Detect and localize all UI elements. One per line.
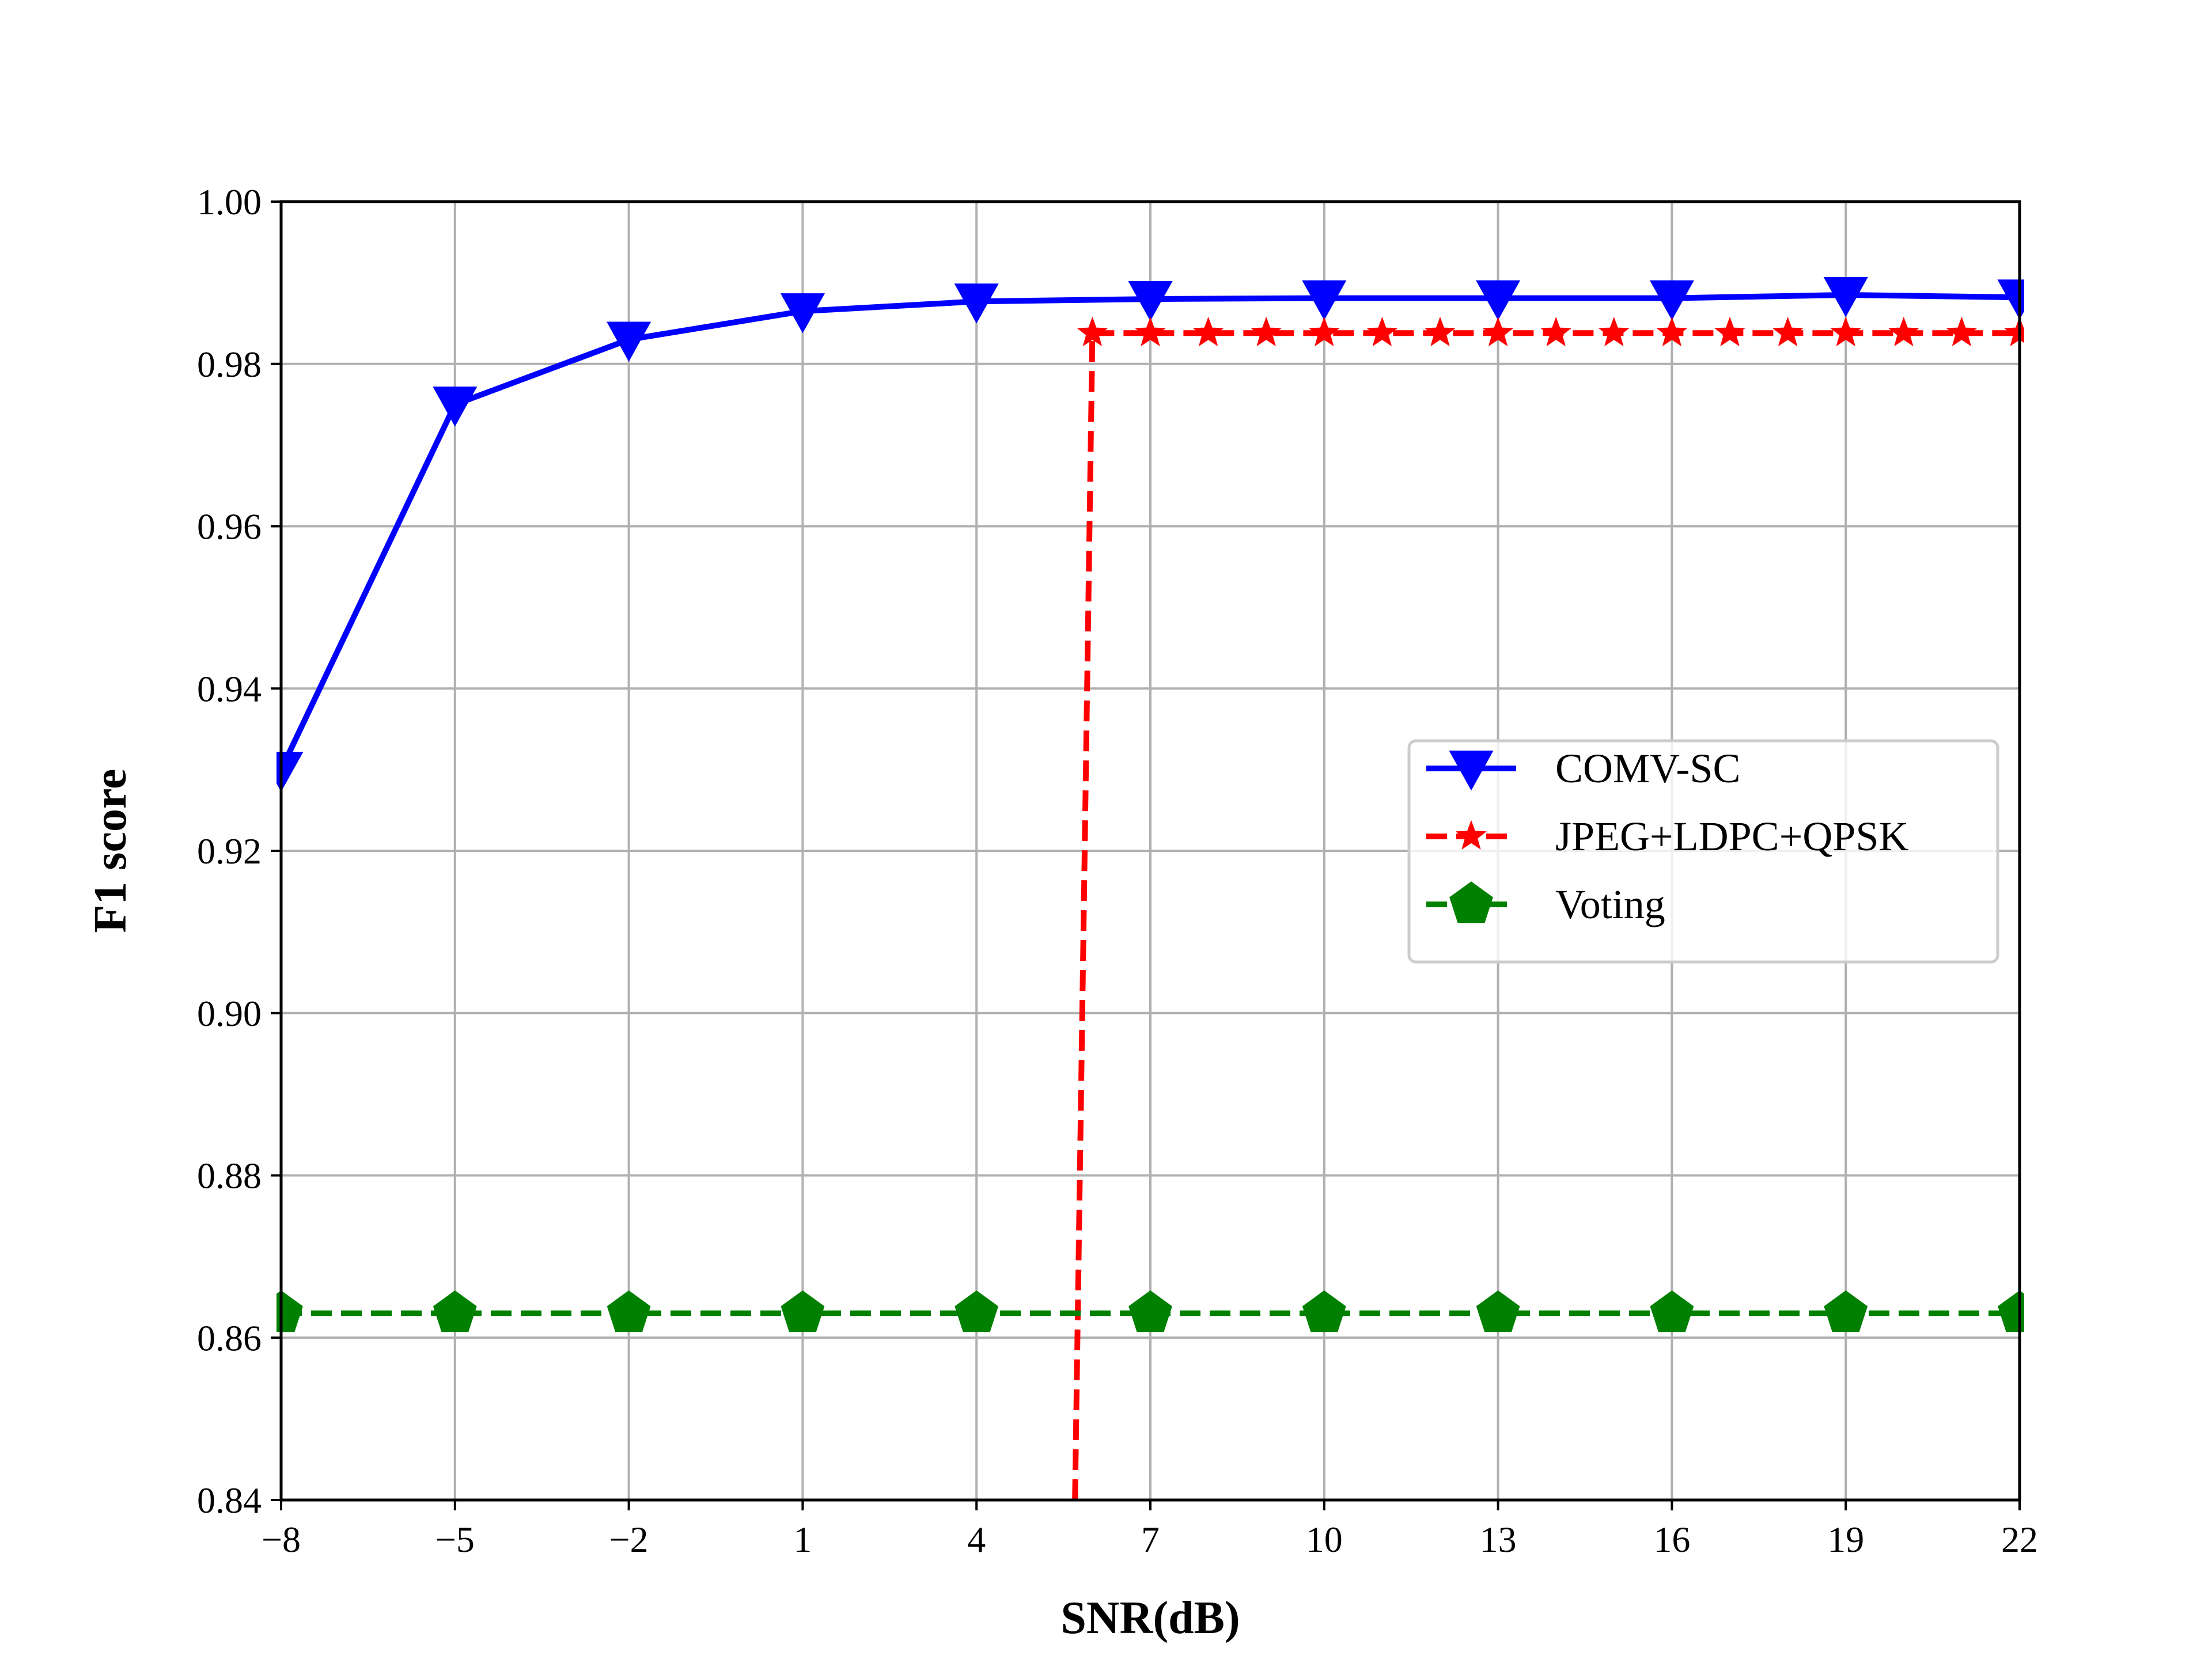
y-tick-label: 0.94: [197, 668, 262, 709]
data-point-marker: [607, 321, 652, 362]
y-tick-label: 0.96: [197, 506, 262, 547]
x-tick-label: −2: [609, 1519, 649, 1560]
data-point-marker: [1425, 316, 1456, 347]
legend-label: Voting: [1555, 881, 1665, 927]
x-tick-label: 4: [967, 1519, 986, 1560]
data-point-marker: [607, 1290, 651, 1332]
data-point-marker: [780, 293, 825, 334]
legend-frame: [1407, 739, 1999, 964]
y-tick-label: 0.86: [197, 1317, 262, 1358]
data-point-marker: [1772, 316, 1804, 347]
data-point-marker: [1888, 316, 1919, 347]
data-point-marker: [1650, 1290, 1694, 1332]
data-point-marker: [433, 1290, 477, 1332]
data-point-marker: [1302, 1290, 1346, 1332]
y-tick-label: 0.98: [197, 344, 262, 385]
data-point-marker: [1540, 316, 1572, 347]
data-point-marker: [1824, 1290, 1868, 1332]
x-tick-label: 22: [2001, 1519, 2038, 1560]
x-tick-label: −8: [262, 1519, 301, 1560]
legend-marker: [1449, 881, 1493, 923]
data-point-marker: [1649, 280, 1694, 321]
x-axis-ticks: −8 −5 −2 1 4 7 10 13 16 19 22: [262, 1500, 2038, 1560]
x-tick-label: 19: [1827, 1519, 1864, 1560]
data-point-marker: [954, 283, 999, 324]
data-point-marker: [1302, 280, 1347, 321]
data-point-marker: [1128, 1290, 1172, 1332]
x-tick-label: 13: [1480, 1519, 1517, 1560]
data-point-marker: [1192, 316, 1224, 347]
x-tick-label: −5: [435, 1519, 475, 1560]
legend-label: COMV-SC: [1555, 745, 1740, 791]
data-point-marker: [955, 1290, 999, 1332]
data-point-marker: [1830, 316, 1862, 347]
data-point-marker: [1476, 1290, 1520, 1332]
legend-marker: [1456, 820, 1487, 850]
legend: COMV-SC JPEG+LDPC+QPSK Voting: [1407, 739, 1999, 964]
data-point-marker: [1598, 316, 1630, 347]
y-tick-label: 0.84: [197, 1480, 262, 1521]
data-point-marker: [1714, 316, 1745, 347]
legend-label: JPEG+LDPC+QPSK: [1555, 813, 1908, 859]
data-point-marker: [433, 387, 478, 427]
y-axis-title: F1 score: [85, 768, 136, 933]
data-point-marker: [1476, 280, 1521, 321]
y-tick-label: 0.88: [197, 1156, 262, 1196]
x-tick-label: 16: [1653, 1519, 1690, 1560]
data-point-marker: [1482, 316, 1514, 347]
data-point-marker: [1308, 316, 1340, 347]
x-tick-label: 1: [793, 1519, 812, 1560]
legend-marker: [1449, 750, 1494, 791]
data-point-marker: [1366, 316, 1398, 347]
y-axis-ticks: 0.84 0.86 0.88 0.90 0.92 0.94 0.96 0.98 1.00: [197, 181, 281, 1521]
x-axis-title: SNR(dB): [1060, 1593, 1240, 1643]
data-point-marker: [1135, 316, 1166, 347]
y-tick-label: 1.00: [197, 181, 262, 222]
series-line: [1072, 330, 2020, 1501]
data-point-marker: [1656, 316, 1688, 347]
data-point-marker: [781, 1290, 825, 1332]
series-comv-sc: [276, 276, 2024, 792]
data-point-marker: [1946, 316, 1978, 347]
x-tick-label: 10: [1306, 1519, 1343, 1560]
data-point-marker: [1251, 316, 1282, 347]
plot-frame: [279, 200, 2021, 1502]
data-point-marker: [1823, 276, 1868, 317]
data-point-marker: [1128, 281, 1173, 321]
data-point-marker: [1077, 316, 1108, 347]
y-tick-label: 0.92: [197, 831, 262, 872]
x-tick-label: 7: [1141, 1519, 1160, 1560]
y-tick-label: 0.90: [197, 993, 262, 1034]
